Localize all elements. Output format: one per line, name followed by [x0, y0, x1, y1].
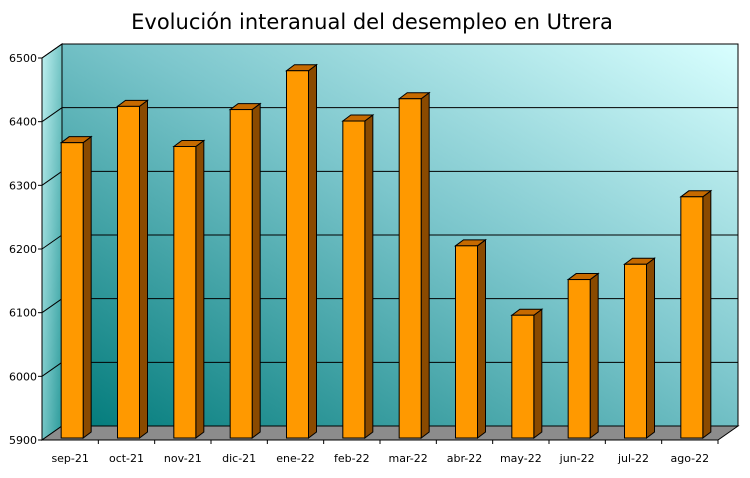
gridline-side	[41, 234, 63, 250]
bar-side	[195, 139, 205, 439]
bar-side	[364, 114, 374, 439]
bar-front	[229, 109, 253, 439]
y-tick-label: 6400	[9, 116, 37, 129]
x-tick-label: dic-21	[222, 452, 256, 465]
y-tick-label: 6100	[9, 307, 37, 320]
bar-abr-22	[454, 238, 487, 439]
bar-front	[117, 105, 140, 439]
x-tick-label: may-22	[500, 452, 542, 465]
gridline-side	[41, 43, 63, 59]
bar-side	[308, 63, 317, 439]
x-tick-label: jun-22	[559, 452, 595, 465]
y-tick-label: 6000	[9, 370, 37, 383]
y-tick-label: 5900	[9, 434, 37, 447]
x-tick-label: abr-22	[447, 452, 483, 465]
bar-dic-21	[228, 102, 262, 440]
bar-front	[173, 145, 197, 439]
bars	[59, 63, 713, 440]
gridline-side	[41, 170, 63, 186]
bar-front	[60, 142, 84, 439]
y-axis-ticks: 5900 6000 6100 6200 6300 6400 6500	[9, 52, 42, 447]
bar-sep-21	[59, 135, 93, 439]
bar-front	[567, 279, 591, 439]
bar-nov-21	[172, 139, 206, 439]
bar-jun-22	[566, 272, 600, 439]
bar-front	[286, 70, 309, 439]
chart-title: Evolución interanual del desempleo en Ut…	[131, 10, 613, 34]
x-tick-label: oct-21	[109, 452, 144, 465]
bar-front	[624, 263, 647, 439]
bar-mar-22	[397, 91, 431, 439]
x-axis-ticks: sep-21 oct-21 nov-21 dic-21 ene-22 feb-22 mar-…	[51, 440, 719, 465]
x-tick-label: sep-21	[51, 452, 88, 465]
bar-side	[82, 135, 92, 439]
bar-side	[702, 189, 712, 439]
bar-ago-22	[679, 189, 713, 439]
x-tick-label: mar-22	[389, 452, 428, 465]
bar-side	[251, 102, 261, 440]
gridline-side	[41, 298, 63, 314]
bar-jul-22	[623, 257, 656, 439]
bar-side	[589, 272, 599, 439]
x-tick-label: ago-22	[671, 452, 710, 465]
bar-front	[342, 120, 366, 439]
x-tick-label: feb-22	[334, 452, 370, 465]
bar-front	[511, 314, 535, 439]
bar-side	[477, 238, 486, 439]
bar-may-22	[510, 308, 544, 439]
bar-side	[420, 91, 430, 439]
x-tick-label: ene-22	[276, 452, 314, 465]
bar-side	[533, 308, 543, 439]
bar-front	[398, 98, 422, 439]
bar-feb-22	[341, 114, 375, 439]
bar-side	[646, 257, 655, 439]
y-tick-label: 6200	[9, 243, 37, 256]
bar-oct-21	[116, 99, 149, 439]
x-tick-label: nov-21	[164, 452, 202, 465]
bar-front	[455, 245, 478, 439]
plot-area: 5900 6000 6100 6200 6300 6400 6500 sep-21 oct-2…	[9, 43, 740, 465]
gridline-side	[41, 107, 63, 123]
x-tick-label: jul-22	[617, 452, 649, 465]
bar-ene-22	[285, 63, 318, 439]
bar-front	[680, 196, 704, 439]
y-tick-label: 6300	[9, 179, 37, 192]
bar-side	[139, 99, 148, 439]
y-tick-label: 6500	[9, 52, 37, 65]
gridline-side	[41, 361, 63, 377]
